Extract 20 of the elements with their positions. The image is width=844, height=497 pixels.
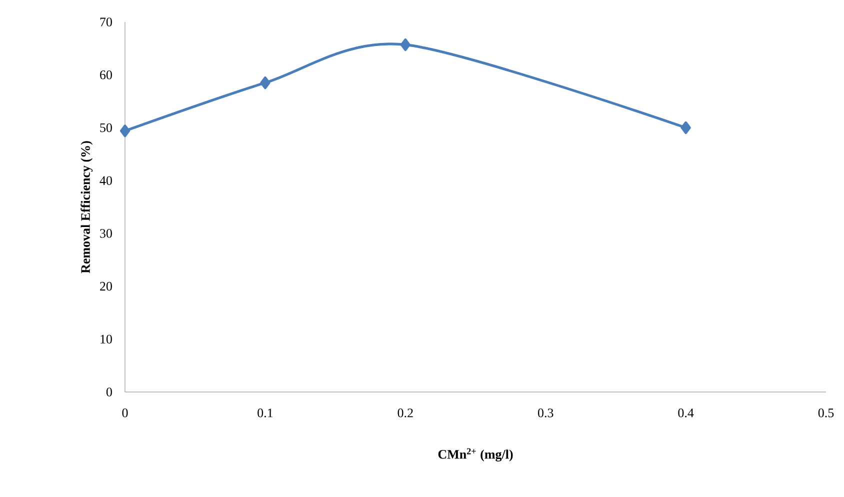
- y-tick-label: 60: [100, 70, 112, 80]
- y-tick-label: 70: [100, 18, 112, 26]
- point: [120, 124, 130, 138]
- x-tick-label: 0: [122, 408, 128, 418]
- y-tick-label: 10: [100, 334, 112, 344]
- x-tick-label: 0.3: [538, 408, 554, 418]
- y-tick-label: 50: [100, 123, 112, 132]
- point: [260, 76, 270, 90]
- point: [400, 38, 410, 52]
- x-tick-label: 0.5: [818, 408, 834, 418]
- x-axis-title: CMn$^{2+}$ (mg/l): [438, 448, 513, 462]
- y-axis-title: Removal Efficiency (%): [80, 141, 93, 274]
- x-tick-label: 0.1: [258, 408, 273, 418]
- y-tick-label: 0: [106, 388, 112, 396]
- y-tick-label: 40: [100, 176, 112, 185]
- point: [680, 121, 691, 134]
- y-tick-label: 20: [100, 282, 112, 291]
- x-tick-label: 0.4: [678, 408, 694, 418]
- x-tick-label: 0.2: [398, 408, 413, 418]
- y-tick-label: 30: [100, 229, 112, 238]
